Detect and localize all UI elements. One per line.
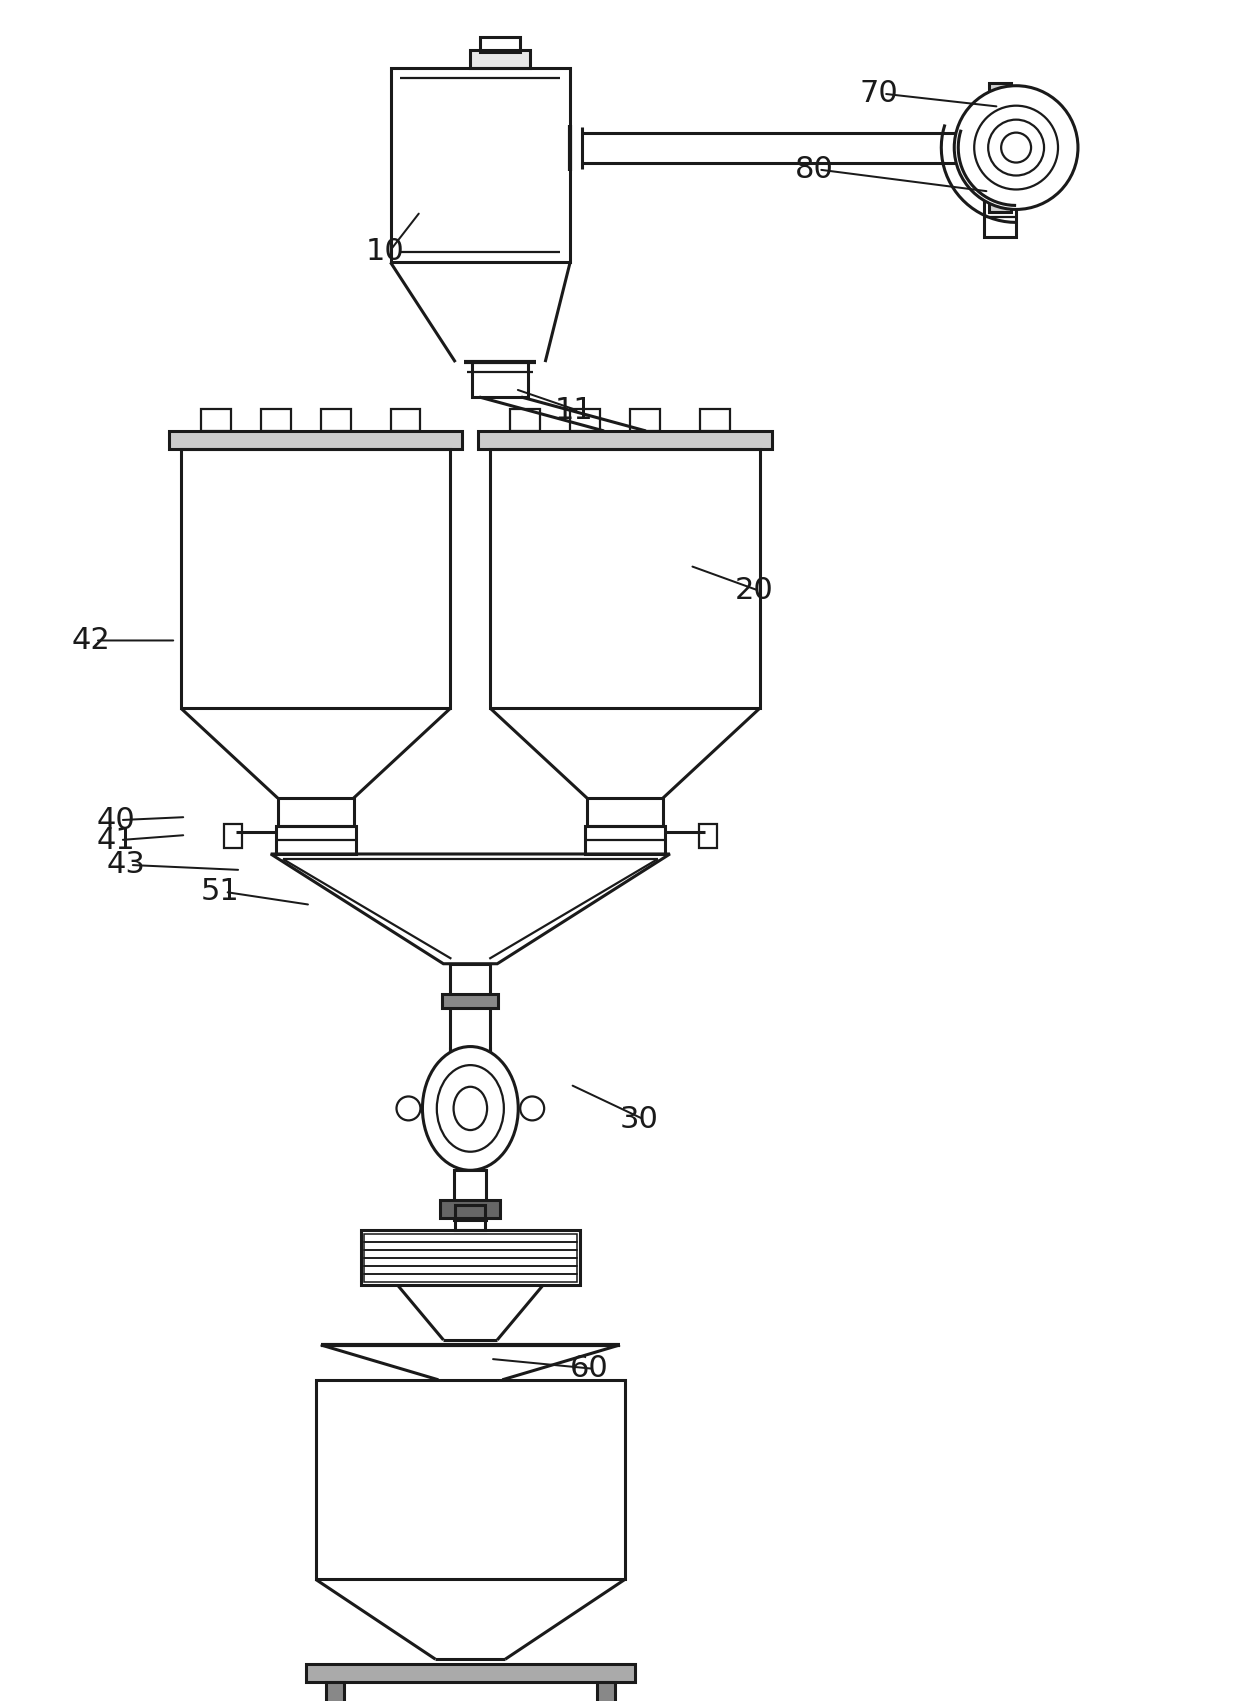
Circle shape: [397, 1097, 420, 1121]
Text: 11: 11: [556, 397, 594, 426]
Text: 51: 51: [201, 877, 239, 906]
Polygon shape: [440, 1201, 500, 1218]
Polygon shape: [990, 83, 1011, 213]
Circle shape: [521, 1097, 544, 1121]
Text: 20: 20: [735, 576, 774, 605]
Polygon shape: [479, 431, 771, 450]
Text: 30: 30: [620, 1105, 658, 1134]
Text: 60: 60: [570, 1354, 609, 1383]
Text: 80: 80: [795, 155, 833, 184]
Polygon shape: [326, 1683, 343, 1703]
Polygon shape: [596, 1683, 615, 1703]
Ellipse shape: [423, 1047, 518, 1170]
Polygon shape: [306, 1664, 635, 1683]
Polygon shape: [443, 993, 498, 1008]
Text: 42: 42: [71, 627, 110, 656]
Text: 10: 10: [366, 237, 404, 266]
Text: 41: 41: [97, 826, 135, 855]
Text: 70: 70: [859, 80, 898, 109]
Polygon shape: [169, 431, 463, 450]
Text: 43: 43: [107, 850, 145, 879]
Text: 40: 40: [97, 806, 135, 834]
Polygon shape: [470, 49, 531, 68]
Ellipse shape: [955, 85, 1078, 209]
